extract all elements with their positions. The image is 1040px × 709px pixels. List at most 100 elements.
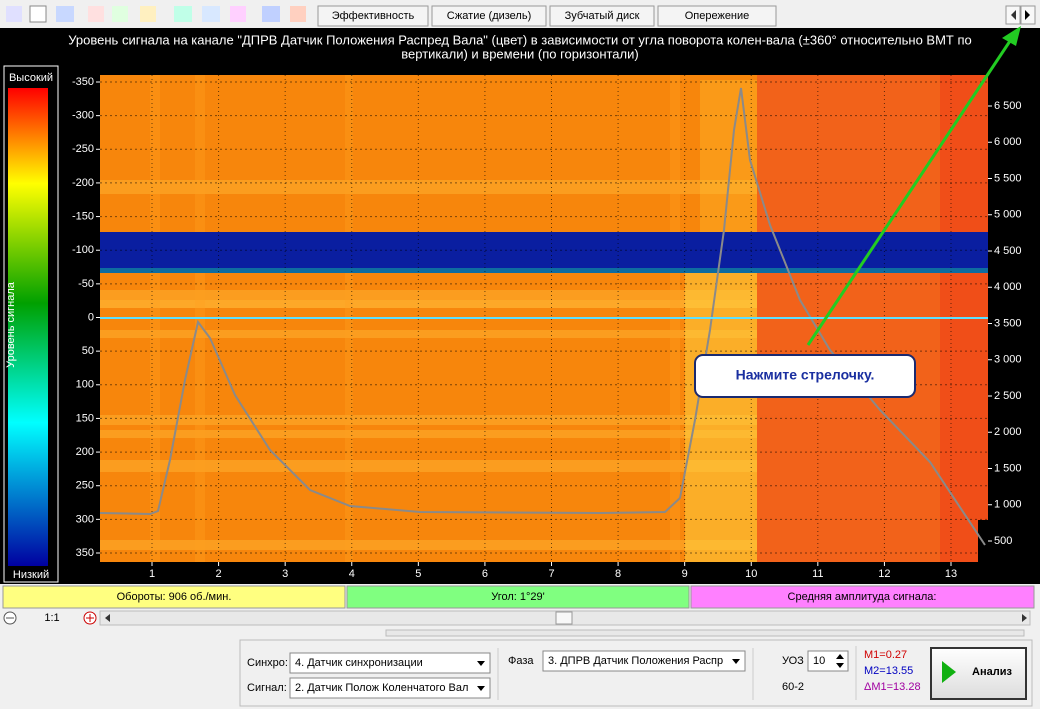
scale-low-label: Низкий: [13, 569, 49, 581]
icon[interactable]: [29, 5, 47, 23]
icon[interactable]: [174, 6, 192, 22]
heat-cell: [685, 250, 757, 562]
uoz-spin[interactable]: [807, 650, 849, 672]
y-tick-label: -150: [72, 210, 94, 222]
tab[interactable]: [431, 5, 547, 27]
button-label: Анализ: [972, 666, 1012, 678]
heat-cell: [100, 430, 757, 438]
x-tick-label: 1: [149, 568, 155, 580]
y-tick-label: 150: [76, 412, 94, 424]
signal-select[interactable]: [289, 677, 491, 699]
x-tick-label: 4: [349, 568, 355, 580]
x-tick-label: 12: [878, 568, 890, 580]
toolbar-icons: [6, 5, 306, 23]
label: Фаза: [508, 655, 534, 667]
status-amplitude: [690, 585, 1035, 609]
x-tick-label: 8: [615, 568, 621, 580]
tab[interactable]: [317, 5, 429, 27]
spin-value: 10: [813, 655, 825, 667]
icon: [732, 659, 740, 664]
control-group: [239, 639, 1033, 707]
arrow-icon: [1011, 10, 1016, 20]
tab-label: Эффективность: [332, 10, 415, 22]
tab[interactable]: [549, 5, 655, 27]
tab-label: Опережение: [685, 10, 750, 22]
y2-tick-label: 1 500: [994, 462, 1022, 474]
icon: [477, 686, 485, 691]
y-tick-label: -300: [72, 110, 94, 122]
heat-cell: [100, 180, 757, 194]
x-tick-label: 13: [945, 568, 957, 580]
callout: [694, 354, 916, 398]
y2-tick-label: 5 500: [994, 172, 1022, 184]
x-tick-label: 2: [216, 568, 222, 580]
y-tick-label: -100: [72, 244, 94, 256]
heat-cell: [700, 80, 757, 240]
select-value: 3. ДПРВ Датчик Положения Распр: [548, 655, 723, 667]
x-tick-label: 7: [548, 568, 554, 580]
label: Синхро:: [247, 657, 288, 669]
heat-cell: [100, 415, 757, 425]
y2-tick-label: 4 500: [994, 245, 1022, 257]
marker-value: ΔM1=13.28: [864, 681, 921, 693]
color-scale: [8, 88, 48, 566]
label: Сигнал:: [247, 682, 287, 694]
scroll-thumb[interactable]: [555, 611, 573, 625]
icon[interactable]: [202, 6, 220, 22]
y2-tick-label: 3 500: [994, 317, 1022, 329]
icon[interactable]: [88, 6, 104, 22]
tab-label: Зубчатый диск: [565, 10, 640, 22]
x-tick-label: 3: [282, 568, 288, 580]
heat-cell: [100, 540, 757, 550]
tab[interactable]: [657, 5, 777, 27]
signal-curve: [99, 87, 986, 546]
marker-value: M1=0.27: [864, 649, 907, 661]
y-tick-label: -250: [72, 143, 94, 155]
y-tick-label: -50: [78, 278, 94, 290]
y-tick-label: -200: [72, 177, 94, 189]
chart-title: вертикали) и времени (по горизонтали): [401, 46, 638, 61]
icon[interactable]: [290, 6, 306, 22]
y2-tick-label: 1 000: [994, 499, 1022, 511]
label: УОЗ: [782, 655, 804, 667]
icon[interactable]: [230, 6, 246, 22]
y2-tick-label: 2 000: [994, 426, 1022, 438]
heat-cell: [100, 330, 757, 338]
y2-tick-label: 6 000: [994, 136, 1022, 148]
chart-title: Уровень сигнала на канале "ДПРВ Датчик П…: [68, 32, 972, 47]
icon[interactable]: [262, 6, 280, 22]
marker-value: M2=13.55: [864, 665, 913, 677]
scale-high-label: Высокий: [9, 72, 53, 84]
y-tick-label: 200: [76, 446, 94, 458]
icon[interactable]: [56, 6, 74, 22]
icon[interactable]: [140, 6, 156, 22]
phase-select[interactable]: [542, 650, 746, 672]
icon[interactable]: [112, 6, 128, 22]
hint-arrow-head: [1002, 26, 1021, 46]
y-tick-label: -350: [72, 76, 94, 88]
analyze-button[interactable]: [930, 647, 1027, 700]
icon: [105, 614, 110, 622]
y2-tick-label: 500: [994, 535, 1012, 547]
sync-select[interactable]: [289, 652, 491, 674]
y2-tick-label: 6 500: [994, 100, 1022, 112]
hint-arrow: [806, 37, 1014, 346]
x-tick-label: 5: [415, 568, 421, 580]
splitter[interactable]: [385, 629, 1025, 637]
y2-tick-label: 5 000: [994, 209, 1022, 221]
clip: 3. ДПРВ Датчик Положения Распр: [548, 655, 723, 667]
zoom-level: 1:1: [44, 612, 59, 624]
y-tick-label: 300: [76, 513, 94, 525]
y-tick-label: 250: [76, 480, 94, 492]
y2-tick-label: 2 500: [994, 390, 1022, 402]
status-text: Угол: 1°29': [491, 591, 545, 603]
label: 60-2: [782, 681, 804, 693]
y2-tick-label: 3 000: [994, 354, 1022, 366]
callout-text: Нажмите стрелочку.: [736, 367, 875, 383]
status-rpm: [2, 585, 346, 609]
icon[interactable]: [6, 6, 22, 22]
x-tick-label: 9: [682, 568, 688, 580]
x-tick-label: 6: [482, 568, 488, 580]
